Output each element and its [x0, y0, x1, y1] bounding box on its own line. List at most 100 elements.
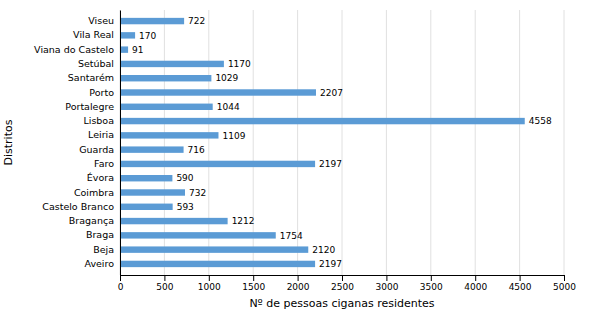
data-label: 2197 [319, 159, 342, 169]
x-tick-mark [342, 275, 343, 281]
x-tick-label: 4500 [509, 282, 532, 292]
x-tick-label: 4000 [464, 282, 487, 292]
y-tick-label: Coimbra [74, 187, 114, 198]
y-tick-label: Vila Real [73, 29, 114, 40]
x-tick: 3500 [420, 275, 443, 292]
x-tick-mark [298, 275, 299, 281]
grid-line [519, 10, 520, 275]
y-tick: Vila Real [73, 29, 114, 40]
data-label: 716 [188, 145, 205, 155]
y-tick: Braga [86, 229, 114, 240]
bar [120, 146, 184, 152]
x-tick: 2000 [287, 275, 310, 292]
data-label: 170 [139, 31, 156, 41]
x-tick-label: 1000 [198, 282, 221, 292]
bar [120, 46, 128, 52]
x-tick-mark [120, 275, 121, 281]
y-tick-label: Lisboa [83, 115, 114, 126]
data-label: 1029 [215, 73, 238, 83]
grid-line [564, 10, 565, 275]
bar [120, 32, 135, 38]
y-tick: Coimbra [74, 187, 114, 198]
y-tick: Bragança [69, 215, 114, 226]
x-tick-label: 2500 [331, 282, 354, 292]
data-label: 1044 [217, 102, 240, 112]
data-label: 1170 [228, 59, 251, 69]
x-tick-mark [520, 275, 521, 281]
y-tick: Setúbal [78, 58, 114, 69]
y-axis-title: Distritos [2, 119, 15, 165]
x-tick: 1500 [242, 275, 265, 292]
y-tick-label: Castelo Branco [42, 201, 114, 212]
x-tick-label: 0 [118, 282, 124, 292]
x-tick-mark [209, 275, 210, 281]
y-tick-label: Aveiro [84, 258, 114, 269]
y-tick-label: Santarém [68, 72, 114, 83]
x-tick-label: 3500 [420, 282, 443, 292]
bar [120, 118, 525, 124]
y-tick: Lisboa [83, 115, 114, 126]
y-tick-label: Bragança [69, 215, 114, 226]
y-tick: Viana do Castelo [34, 44, 114, 55]
data-labels: 2197212017541212593732590219771611094558… [132, 16, 552, 269]
x-tick-label: 1500 [242, 282, 265, 292]
x-tick: 5000 [553, 275, 576, 292]
y-tick-label: Portalegre [65, 101, 114, 112]
y-tick: Aveiro [84, 258, 114, 269]
bar [120, 89, 316, 95]
bar [120, 261, 315, 267]
y-tick: Faro [94, 158, 114, 169]
data-label: 4558 [529, 116, 552, 126]
x-axis-line [121, 276, 565, 282]
x-tick-label: 2000 [287, 282, 310, 292]
grid-line [475, 10, 476, 275]
data-label: 2197 [319, 259, 342, 269]
x-tick-mark [564, 275, 565, 281]
x-tick-mark [475, 275, 476, 281]
bar [120, 246, 308, 252]
data-label: 1754 [280, 231, 303, 241]
x-tick: 4000 [464, 275, 487, 292]
y-tick: Porto [89, 87, 114, 98]
y-tick: Guarda [79, 144, 114, 155]
bar [120, 161, 315, 167]
data-label: 722 [188, 16, 205, 26]
x-tick: 3000 [375, 275, 398, 292]
y-tick: Leiria [88, 129, 114, 140]
x-tick: 4500 [509, 275, 532, 292]
x-axis: 0 500 1000 1500 2000 2500 3000 3500 4000 4500 5000 [118, 275, 577, 292]
x-tick-mark [164, 275, 165, 281]
y-tick-label: Viana do Castelo [34, 44, 114, 55]
grid-line [342, 10, 343, 275]
data-label: 1212 [232, 216, 255, 226]
x-tick: 2500 [331, 275, 354, 292]
y-tick-label: Faro [94, 158, 114, 169]
x-tick: 500 [156, 275, 173, 292]
x-tick-label: 500 [156, 282, 173, 292]
data-label: 91 [132, 45, 143, 55]
x-tick-label: 3000 [375, 282, 398, 292]
bar [120, 61, 224, 67]
bar [120, 204, 173, 210]
data-label: 2120 [312, 245, 335, 255]
y-tick: Viseu [88, 15, 114, 26]
y-tick-label: Setúbal [78, 58, 114, 69]
data-label: 732 [189, 188, 206, 198]
bar [120, 175, 172, 181]
x-tick: 0 [118, 275, 124, 292]
bar [120, 189, 185, 195]
bar [120, 218, 228, 224]
plot-area: 2197212017541212593732590219771611094558… [34, 10, 576, 292]
y-tick: Santarém [68, 72, 114, 83]
x-tick-mark [253, 275, 254, 281]
bar [120, 132, 218, 138]
y-tick-label: Leiria [88, 129, 114, 140]
y-tick: Portalegre [65, 101, 114, 112]
bar [120, 75, 211, 81]
x-tick-label: 5000 [553, 282, 576, 292]
grid-line [430, 10, 431, 275]
y-tick: Beja [93, 244, 114, 255]
chart-container: 2197212017541212593732590219771611094558… [0, 0, 590, 315]
data-label: 2207 [320, 88, 343, 98]
y-axis-line [120, 11, 121, 276]
